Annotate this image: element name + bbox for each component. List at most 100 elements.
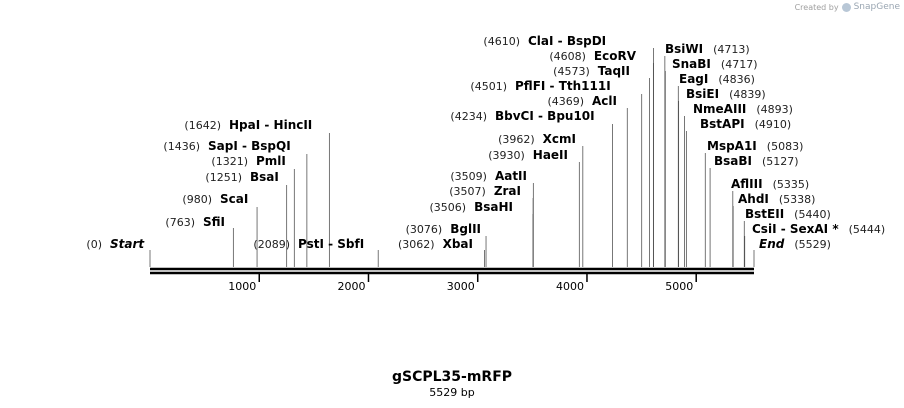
site-position-label: (5127) <box>762 155 799 168</box>
site-enzyme-name: BsaI <box>250 170 279 184</box>
site-label: BsiEI (4839) <box>686 87 766 101</box>
axis-tick-label: 5000 <box>665 280 693 293</box>
site-position-label: (1642) <box>184 119 221 132</box>
site-label: MspA1I (5083) <box>707 139 803 153</box>
site-position-label: (5529) <box>794 238 831 251</box>
site-position-label: (4610) <box>483 35 520 48</box>
site-label: ZraI (3507) <box>449 184 521 198</box>
site-label: EcoRV (4608) <box>549 49 636 63</box>
site-position-label: (5440) <box>794 208 831 221</box>
site-position-label: (3506) <box>430 201 467 214</box>
site-enzyme-name: BstEII <box>745 207 784 221</box>
site-label: HaeII (3930) <box>488 148 568 162</box>
site-enzyme-name: HpaI - HincII <box>229 118 312 132</box>
site-enzyme-name: NmeAIII <box>693 102 746 116</box>
site-enzyme-name: PstI - SbfI <box>298 237 364 251</box>
site-label: BstAPI (4910) <box>700 117 791 131</box>
site-position-label: (1251) <box>205 171 242 184</box>
site-enzyme-name: AhdI <box>738 192 769 206</box>
site-position-label: (3507) <box>449 185 486 198</box>
site-enzyme-name: ZraI <box>494 184 521 198</box>
site-label: XcmI (3962) <box>498 132 576 146</box>
site-label: BsiWI (4713) <box>665 42 750 56</box>
site-position-label: (4573) <box>553 65 590 78</box>
site-enzyme-name: HaeII <box>533 148 568 162</box>
site-label: (980) ScaI <box>182 192 248 206</box>
site-position-label: (2089) <box>253 238 290 251</box>
site-label: SnaBI (4717) <box>672 57 757 71</box>
site-label: (1642) HpaI - HincII <box>184 118 312 132</box>
site-enzyme-name: CsiI - SexAI * <box>752 222 839 236</box>
site-label: AatII (3509) <box>450 169 527 183</box>
site-enzyme-name: BstAPI <box>700 117 745 131</box>
site-label: (4501) PflFI - Tth111I <box>470 79 610 93</box>
site-position-label: (4910) <box>755 118 792 131</box>
site-position-label: (4234) <box>450 110 487 123</box>
site-enzyme-name: BsaBI <box>714 154 752 168</box>
plasmid-length: 5529 bp <box>429 386 475 399</box>
site-position-label: (4608) <box>549 50 586 63</box>
axis-ticks: 1000 2000 3000 4000 5000 <box>228 273 697 293</box>
site-position-label: (5444) <box>849 223 886 236</box>
site-label: (763) SfiI <box>165 215 225 229</box>
site-enzyme-name: BsiWI <box>665 42 703 56</box>
site-position-label: (4501) <box>470 80 507 93</box>
axis-tick-label: 3000 <box>447 280 475 293</box>
site-label: NmeAIII (4893) <box>693 102 793 116</box>
site-label: (1251) BsaI <box>205 170 278 184</box>
site-position-label: (3509) <box>450 170 487 183</box>
site-enzyme-name: PmlI <box>256 154 286 168</box>
site-position-label: (5338) <box>779 193 816 206</box>
site-enzyme-name: BsiEI <box>686 87 719 101</box>
site-enzyme-name: EcoRV <box>594 49 637 63</box>
axis-tick-label: 1000 <box>228 280 256 293</box>
snapgene-logo-icon <box>841 2 851 12</box>
site-enzyme-name: AatII <box>495 169 527 183</box>
site-label: AclI (4369) <box>547 94 617 108</box>
site-enzyme-name: SnaBI <box>672 57 711 71</box>
site-enzyme-name: AflIII <box>731 177 763 191</box>
snapgene-branding: Created by SnapGene <box>795 2 900 12</box>
site-position-label: (4836) <box>718 73 755 86</box>
site-enzyme-name: BsaHI <box>474 200 513 214</box>
site-label: (2089) PstI - SbfI <box>253 237 364 251</box>
site-enzyme-name: XbaI <box>443 237 473 251</box>
site-position-label: (4839) <box>729 88 766 101</box>
site-label: (4234) BbvCI - Bpu10I <box>450 109 594 123</box>
site-label: BglII (3076) <box>406 222 481 236</box>
site-enzyme-name: SapI - BspQI <box>208 139 291 153</box>
site-position-label: (4893) <box>756 103 793 116</box>
site-enzyme-name: XcmI <box>543 132 576 146</box>
site-position-label: (3930) <box>488 149 525 162</box>
site-label: (0) Start <box>86 237 145 251</box>
site-position-label: (3962) <box>498 133 535 146</box>
site-enzyme-name: End <box>759 237 785 251</box>
site-enzyme-name: BglII <box>450 222 481 236</box>
site-enzyme-name: ScaI <box>220 192 248 206</box>
plasmid-name: gSCPL35-mRFP <box>391 369 513 385</box>
site-leader-lines <box>149 48 755 267</box>
site-label: TaqII (4573) <box>553 64 630 78</box>
snapgene-product-name: SnapGene <box>853 2 900 12</box>
site-enzyme-name: ClaI - BspDI <box>528 34 606 48</box>
site-position-label: (4369) <box>547 95 584 108</box>
site-label: (4610) ClaI - BspDI <box>483 34 606 48</box>
site-label: EagI (4836) <box>679 72 755 86</box>
site-position-label: (763) <box>165 216 195 229</box>
site-position-label: (1321) <box>211 155 248 168</box>
site-label: End (5529) <box>759 237 831 251</box>
site-label: AflIII (5335) <box>731 177 809 191</box>
site-enzyme-name: Start <box>110 237 145 251</box>
site-position-label: (4713) <box>713 43 750 56</box>
site-enzyme-name: TaqII <box>598 64 630 78</box>
site-label: AhdI (5338) <box>738 192 815 206</box>
created-by-text: Created by <box>794 2 839 12</box>
site-label: BsaHI (3506) <box>430 200 513 214</box>
site-label: BstEII (5440) <box>745 207 831 221</box>
site-position-label: (5083) <box>767 140 804 153</box>
site-enzyme-name: EagI <box>679 72 708 86</box>
site-position-label: (4717) <box>721 58 758 71</box>
site-label: XbaI (3062) <box>398 237 473 251</box>
sequence-backbone <box>150 267 754 275</box>
